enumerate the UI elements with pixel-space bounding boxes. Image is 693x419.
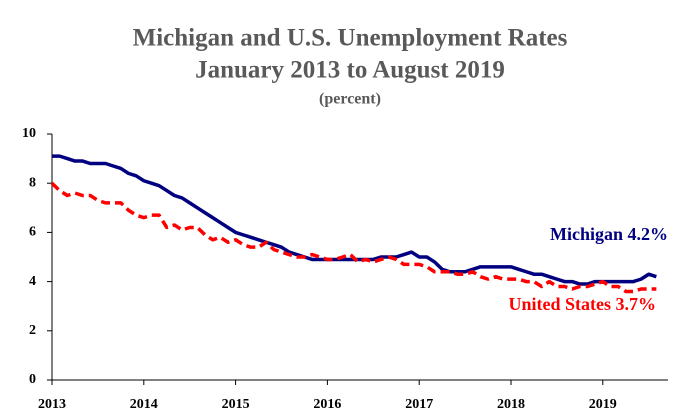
- series-line: [50, 181, 657, 294]
- x-tick-label: 2013: [38, 397, 66, 412]
- x-tick-label: 2016: [313, 397, 341, 412]
- y-tick-label: 10: [22, 126, 36, 141]
- x-tick-label: 2014: [130, 397, 158, 412]
- y-tick-label: 4: [29, 274, 36, 289]
- unit-label: (percent): [319, 91, 381, 108]
- y-tick-label: 2: [29, 323, 36, 338]
- y-tick-label: 0: [29, 372, 36, 387]
- x-tick-label: 2017: [405, 397, 433, 412]
- series-label: Michigan 4.2%: [550, 224, 668, 244]
- x-tick-label: 2019: [589, 397, 617, 412]
- x-tick-label: 2018: [497, 397, 525, 412]
- chart-title: Michigan and U.S. Unemployment Rates: [133, 25, 568, 52]
- series-label: United States 3.7%: [509, 294, 657, 314]
- series-line: [52, 154, 657, 286]
- x-tick-label: 2015: [222, 397, 250, 412]
- y-tick-label: 6: [29, 225, 36, 240]
- y-tick-label: 8: [29, 175, 36, 190]
- chart-subtitle: January 2013 to August 2019: [195, 57, 505, 84]
